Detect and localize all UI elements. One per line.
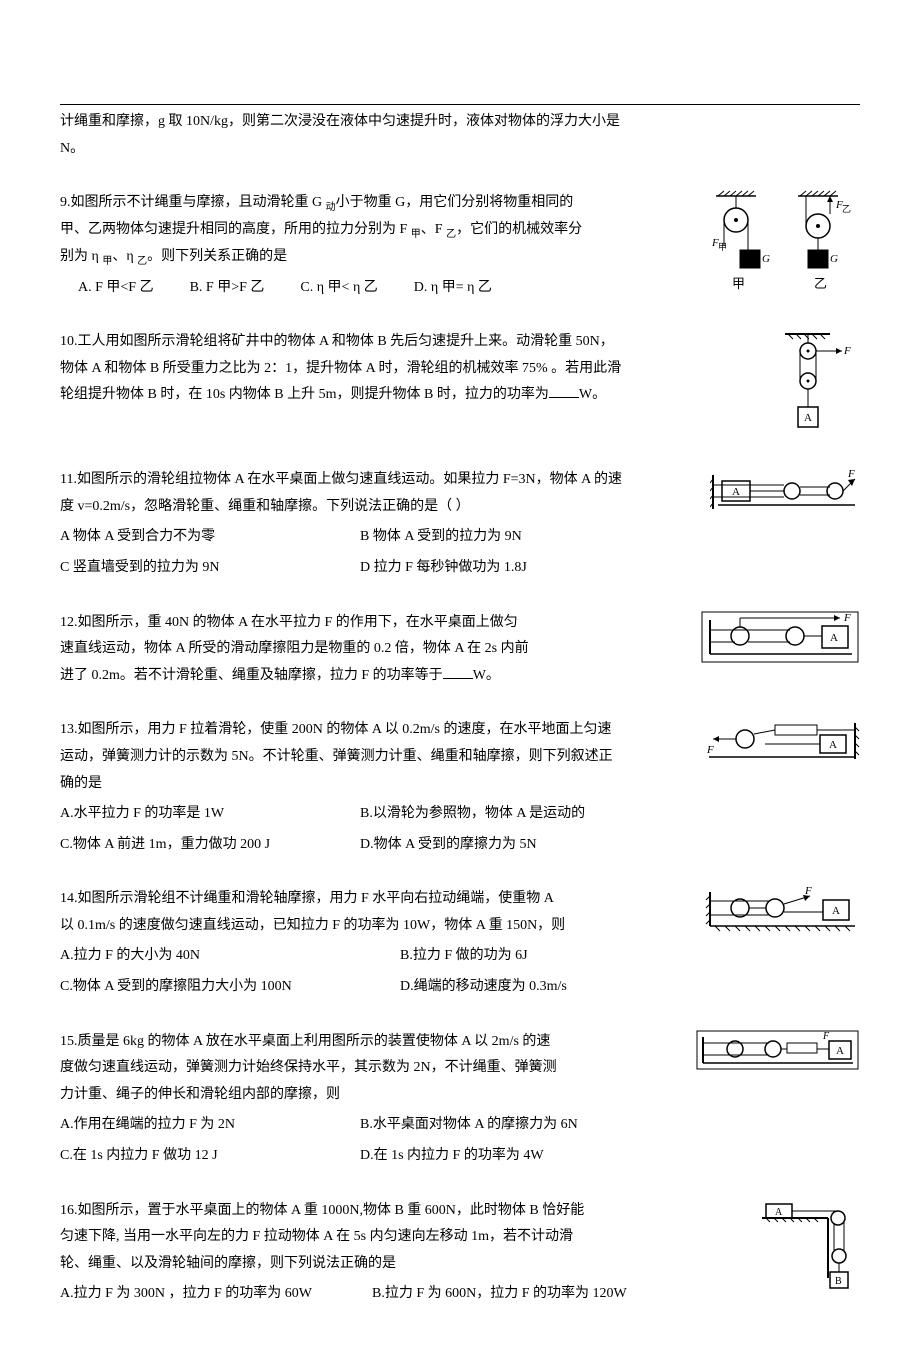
problem-14: 14.如图所示滑轮组不计绳重和滑轮轴摩擦，用力 F 水平向右拉动绳端，使重物 A…: [60, 886, 860, 1000]
q16-options: A.拉力 F 为 300N ，拉力 F 的功率为 60W B.拉力 F 为 60…: [60, 1281, 752, 1308]
q9-options: A. F 甲<F 乙 B. F 甲>F 乙 C. η 甲< η 乙 D. η 甲…: [60, 275, 702, 302]
q9-figure: F 甲 G 甲 F 乙: [710, 190, 860, 300]
q13-optA: A.水平拉力 F 的功率是 1W: [60, 801, 320, 828]
q11-figure: A F: [710, 467, 860, 517]
svg-text:A: A: [732, 486, 740, 498]
q15-optD: D.在 1s 内拉力 F 的功率为 4W: [360, 1143, 544, 1170]
q12-figure: A F: [700, 610, 860, 670]
svg-text:G: G: [762, 253, 770, 265]
q9-optA: A. F 甲<F 乙: [78, 275, 154, 302]
svg-text:F: F: [706, 744, 714, 756]
spring-double-pulley-icon: A F: [695, 1029, 860, 1074]
q14-figure: F A: [705, 886, 860, 941]
q13-options: A.水平拉力 F 的功率是 1W B.以滑轮为参照物，物体 A 是运动的 C.物…: [60, 801, 697, 858]
problem-13: 13.如图所示，用力 F 拉着滑轮，使重 200N 的物体 A 以 0.2m/s…: [60, 717, 860, 858]
q11-options: A 物体 A 受到合力不为零 B 物体 A 受到的拉力为 9N C 竖直墙受到的…: [60, 524, 702, 581]
q16-optB: B.拉力 F 为 600N，拉力 F 的功率为 120W: [372, 1281, 627, 1308]
svg-text:F: F: [822, 1031, 830, 1042]
q15-optB: B.水平桌面对物体 A 的摩擦力为 6N: [360, 1112, 578, 1139]
problem-12: 12.如图所示，重 40N 的物体 A 在水平拉力 F 的作用下，在水平桌面上做…: [60, 610, 860, 690]
q14-optD: D.绳端的移动速度为 0.3m/s: [400, 974, 567, 1001]
q16-optA: A.拉力 F 为 300N ，拉力 F 的功率为 60W: [60, 1281, 312, 1308]
svg-text:A: A: [832, 905, 840, 917]
vertical-pulley-icon: F A: [780, 329, 860, 439]
q15-optA: A.作用在绳端的拉力 F 为 2N: [60, 1112, 320, 1139]
svg-text:F: F: [804, 886, 812, 897]
svg-text:G: G: [830, 253, 838, 265]
svg-text:乙: 乙: [842, 204, 851, 214]
q16-figure: A B: [760, 1198, 860, 1298]
q11-optA: A 物体 A 受到合力不为零: [60, 524, 320, 551]
q11-optD: D 拉力 F 每秒钟做功为 1.8J: [360, 555, 527, 582]
q14-optA: A.拉力 F 的大小为 40N: [60, 943, 360, 970]
q13-optB: B.以滑轮为参照物，物体 A 是运动的: [360, 801, 585, 828]
q9-optC: C. η 甲< η 乙: [300, 275, 377, 302]
svg-text:甲: 甲: [718, 242, 727, 252]
q15-options: A.作用在绳端的拉力 F 为 2N B.水平桌面对物体 A 的摩擦力为 6N C…: [60, 1112, 687, 1169]
intro-line1: 计绳重和摩擦，g 取 10N/kg，则第二次浸没在液体中匀速提升时，液体对物体的…: [60, 109, 860, 136]
q14-optB: B.拉力 F 做的功为 6J: [400, 943, 528, 970]
problem-10: 10.工人用如图所示滑轮组将矿井中的物体 A 和物体 B 先后匀速提升上来。动滑…: [60, 329, 860, 439]
q14-options: A.拉力 F 的大小为 40N B.拉力 F 做的功为 6J C.物体 A 受到…: [60, 943, 697, 1000]
svg-text:A: A: [829, 739, 837, 751]
q14-optC: C.物体 A 受到的摩擦阻力大小为 100N: [60, 974, 360, 1001]
svg-text:乙: 乙: [814, 276, 827, 291]
problem-16: 16.如图所示，置于水平桌面上的物体 A 重 1000N,物体 B 重 600N…: [60, 1198, 860, 1308]
q13-optC: C.物体 A 前进 1m，重力做功 200 J: [60, 832, 320, 859]
triple-pulley-icon: F A: [705, 886, 860, 941]
spring-pulley-icon: A F: [705, 717, 860, 767]
svg-text:A: A: [804, 412, 812, 424]
q11-optB: B 物体 A 受到的拉力为 9N: [360, 524, 522, 551]
q11-optC: C 竖直墙受到的拉力为 9N: [60, 555, 320, 582]
q15-optC: C.在 1s 内拉力 F 做功 12 J: [60, 1143, 320, 1170]
problem-15: 15.质量是 6kg 的物体 A 放在水平桌面上利用图所示的装置使物体 A 以 …: [60, 1029, 860, 1170]
svg-text:B: B: [835, 1276, 842, 1287]
svg-text:甲: 甲: [732, 276, 745, 291]
horizontal-pulley-block-icon: A F: [700, 610, 860, 670]
svg-text:A: A: [830, 632, 838, 644]
horizontal-pulley-icon: A F: [710, 467, 860, 517]
svg-text:A: A: [775, 1207, 783, 1218]
q10-figure: F A: [780, 329, 860, 439]
svg-text:F: F: [847, 468, 855, 480]
pulley-pair-icon: F 甲 G 甲 F 乙: [710, 190, 860, 300]
q9-optD: D. η 甲= η 乙: [414, 275, 492, 302]
problem-11: 11.如图所示的滑轮组拉物体 A 在水平桌面上做匀速直线运动。如果拉力 F=3N…: [60, 467, 860, 581]
q15-figure: A F: [695, 1029, 860, 1074]
svg-text:A: A: [836, 1045, 844, 1057]
q9-stem: 9.如图所示不计绳重与摩擦，且动滑轮重 G 动小于物重 G，用它们分别将物重相同…: [60, 190, 702, 270]
svg-text:F: F: [843, 612, 851, 624]
q9-optB: B. F 甲>F 乙: [190, 275, 265, 302]
q13-optD: D.物体 A 受到的摩擦力为 5N: [360, 832, 537, 859]
q13-figure: A F: [705, 717, 860, 767]
intro-line2: N。: [60, 136, 860, 163]
table-pulley-icon: A B: [760, 1198, 860, 1298]
problem-9: 9.如图所示不计绳重与摩擦，且动滑轮重 G 动小于物重 G，用它们分别将物重相同…: [60, 190, 860, 301]
svg-text:F: F: [843, 345, 851, 357]
